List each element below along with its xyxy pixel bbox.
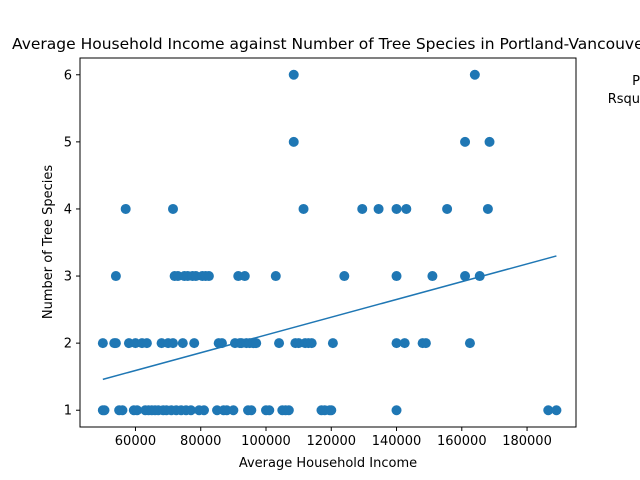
data-point bbox=[482, 203, 493, 214]
y-tick-label: 5 bbox=[64, 135, 72, 150]
data-point bbox=[199, 405, 209, 416]
data-point bbox=[484, 136, 495, 147]
data-point bbox=[551, 405, 562, 416]
data-point bbox=[110, 338, 121, 349]
data-point bbox=[357, 203, 368, 214]
data-point bbox=[228, 405, 239, 416]
plot-area-frame bbox=[79, 57, 577, 428]
data-point bbox=[391, 338, 402, 349]
data-point bbox=[543, 405, 554, 416]
data-point bbox=[401, 203, 412, 214]
data-point bbox=[373, 203, 384, 214]
data-point bbox=[117, 405, 128, 416]
regression-line bbox=[102, 255, 557, 381]
data-point bbox=[298, 203, 309, 214]
side-text-line-1: P bbox=[632, 74, 640, 89]
data-point bbox=[97, 338, 108, 349]
x-axis-ticks: 60000 80000 100000 120000 140000 160000 180000 bbox=[115, 427, 552, 449]
y-axis-label: Number of Tree Species bbox=[41, 165, 56, 319]
data-point bbox=[120, 203, 131, 214]
data-point bbox=[189, 338, 200, 349]
data-point bbox=[391, 203, 402, 214]
data-point bbox=[239, 271, 250, 282]
x-axis-label: Average Household Income bbox=[239, 456, 417, 471]
data-point bbox=[110, 271, 121, 282]
x-tick-label: 100000 bbox=[241, 434, 291, 449]
x-tick-label: 160000 bbox=[437, 434, 487, 449]
data-point bbox=[399, 338, 410, 349]
x-tick-label: 60000 bbox=[115, 434, 156, 449]
data-point bbox=[132, 405, 143, 416]
data-point bbox=[327, 338, 338, 349]
y-tick-label: 2 bbox=[64, 337, 72, 352]
data-point bbox=[339, 271, 350, 282]
data-point bbox=[442, 203, 453, 214]
data-point bbox=[264, 405, 275, 416]
chart-title: Average Household Income against Number … bbox=[12, 35, 640, 53]
data-point bbox=[391, 271, 402, 282]
y-tick-label: 4 bbox=[64, 202, 72, 217]
x-tick-label: 140000 bbox=[372, 434, 422, 449]
plot-marks bbox=[97, 69, 562, 416]
y-tick-label: 1 bbox=[64, 404, 72, 419]
data-point bbox=[168, 338, 178, 349]
data-point bbox=[270, 271, 281, 282]
data-point bbox=[274, 338, 285, 349]
x-tick-label: 80000 bbox=[180, 434, 221, 449]
data-point bbox=[185, 405, 196, 416]
data-point bbox=[469, 69, 480, 80]
data-point bbox=[99, 405, 110, 416]
data-point bbox=[203, 271, 214, 282]
data-point bbox=[427, 271, 438, 282]
data-point bbox=[306, 338, 317, 349]
data-point bbox=[460, 271, 471, 282]
data-point bbox=[420, 338, 431, 349]
data-point bbox=[283, 405, 294, 416]
data-point bbox=[288, 69, 299, 80]
data-point bbox=[288, 136, 299, 147]
data-point bbox=[168, 203, 178, 214]
data-point bbox=[391, 405, 402, 416]
x-tick-label: 120000 bbox=[306, 434, 356, 449]
data-point bbox=[326, 405, 337, 416]
data-point bbox=[177, 338, 188, 349]
y-tick-label: 6 bbox=[64, 68, 72, 83]
data-point bbox=[460, 136, 471, 147]
data-point bbox=[246, 405, 257, 416]
data-point bbox=[251, 338, 262, 349]
side-text-line-2: Rsqu bbox=[608, 92, 640, 107]
data-point bbox=[141, 338, 152, 349]
x-tick-label: 180000 bbox=[502, 434, 552, 449]
y-axis-ticks: 1 2 3 4 5 6 bbox=[64, 68, 80, 419]
y-tick-label: 3 bbox=[64, 270, 72, 285]
data-point bbox=[464, 338, 475, 349]
